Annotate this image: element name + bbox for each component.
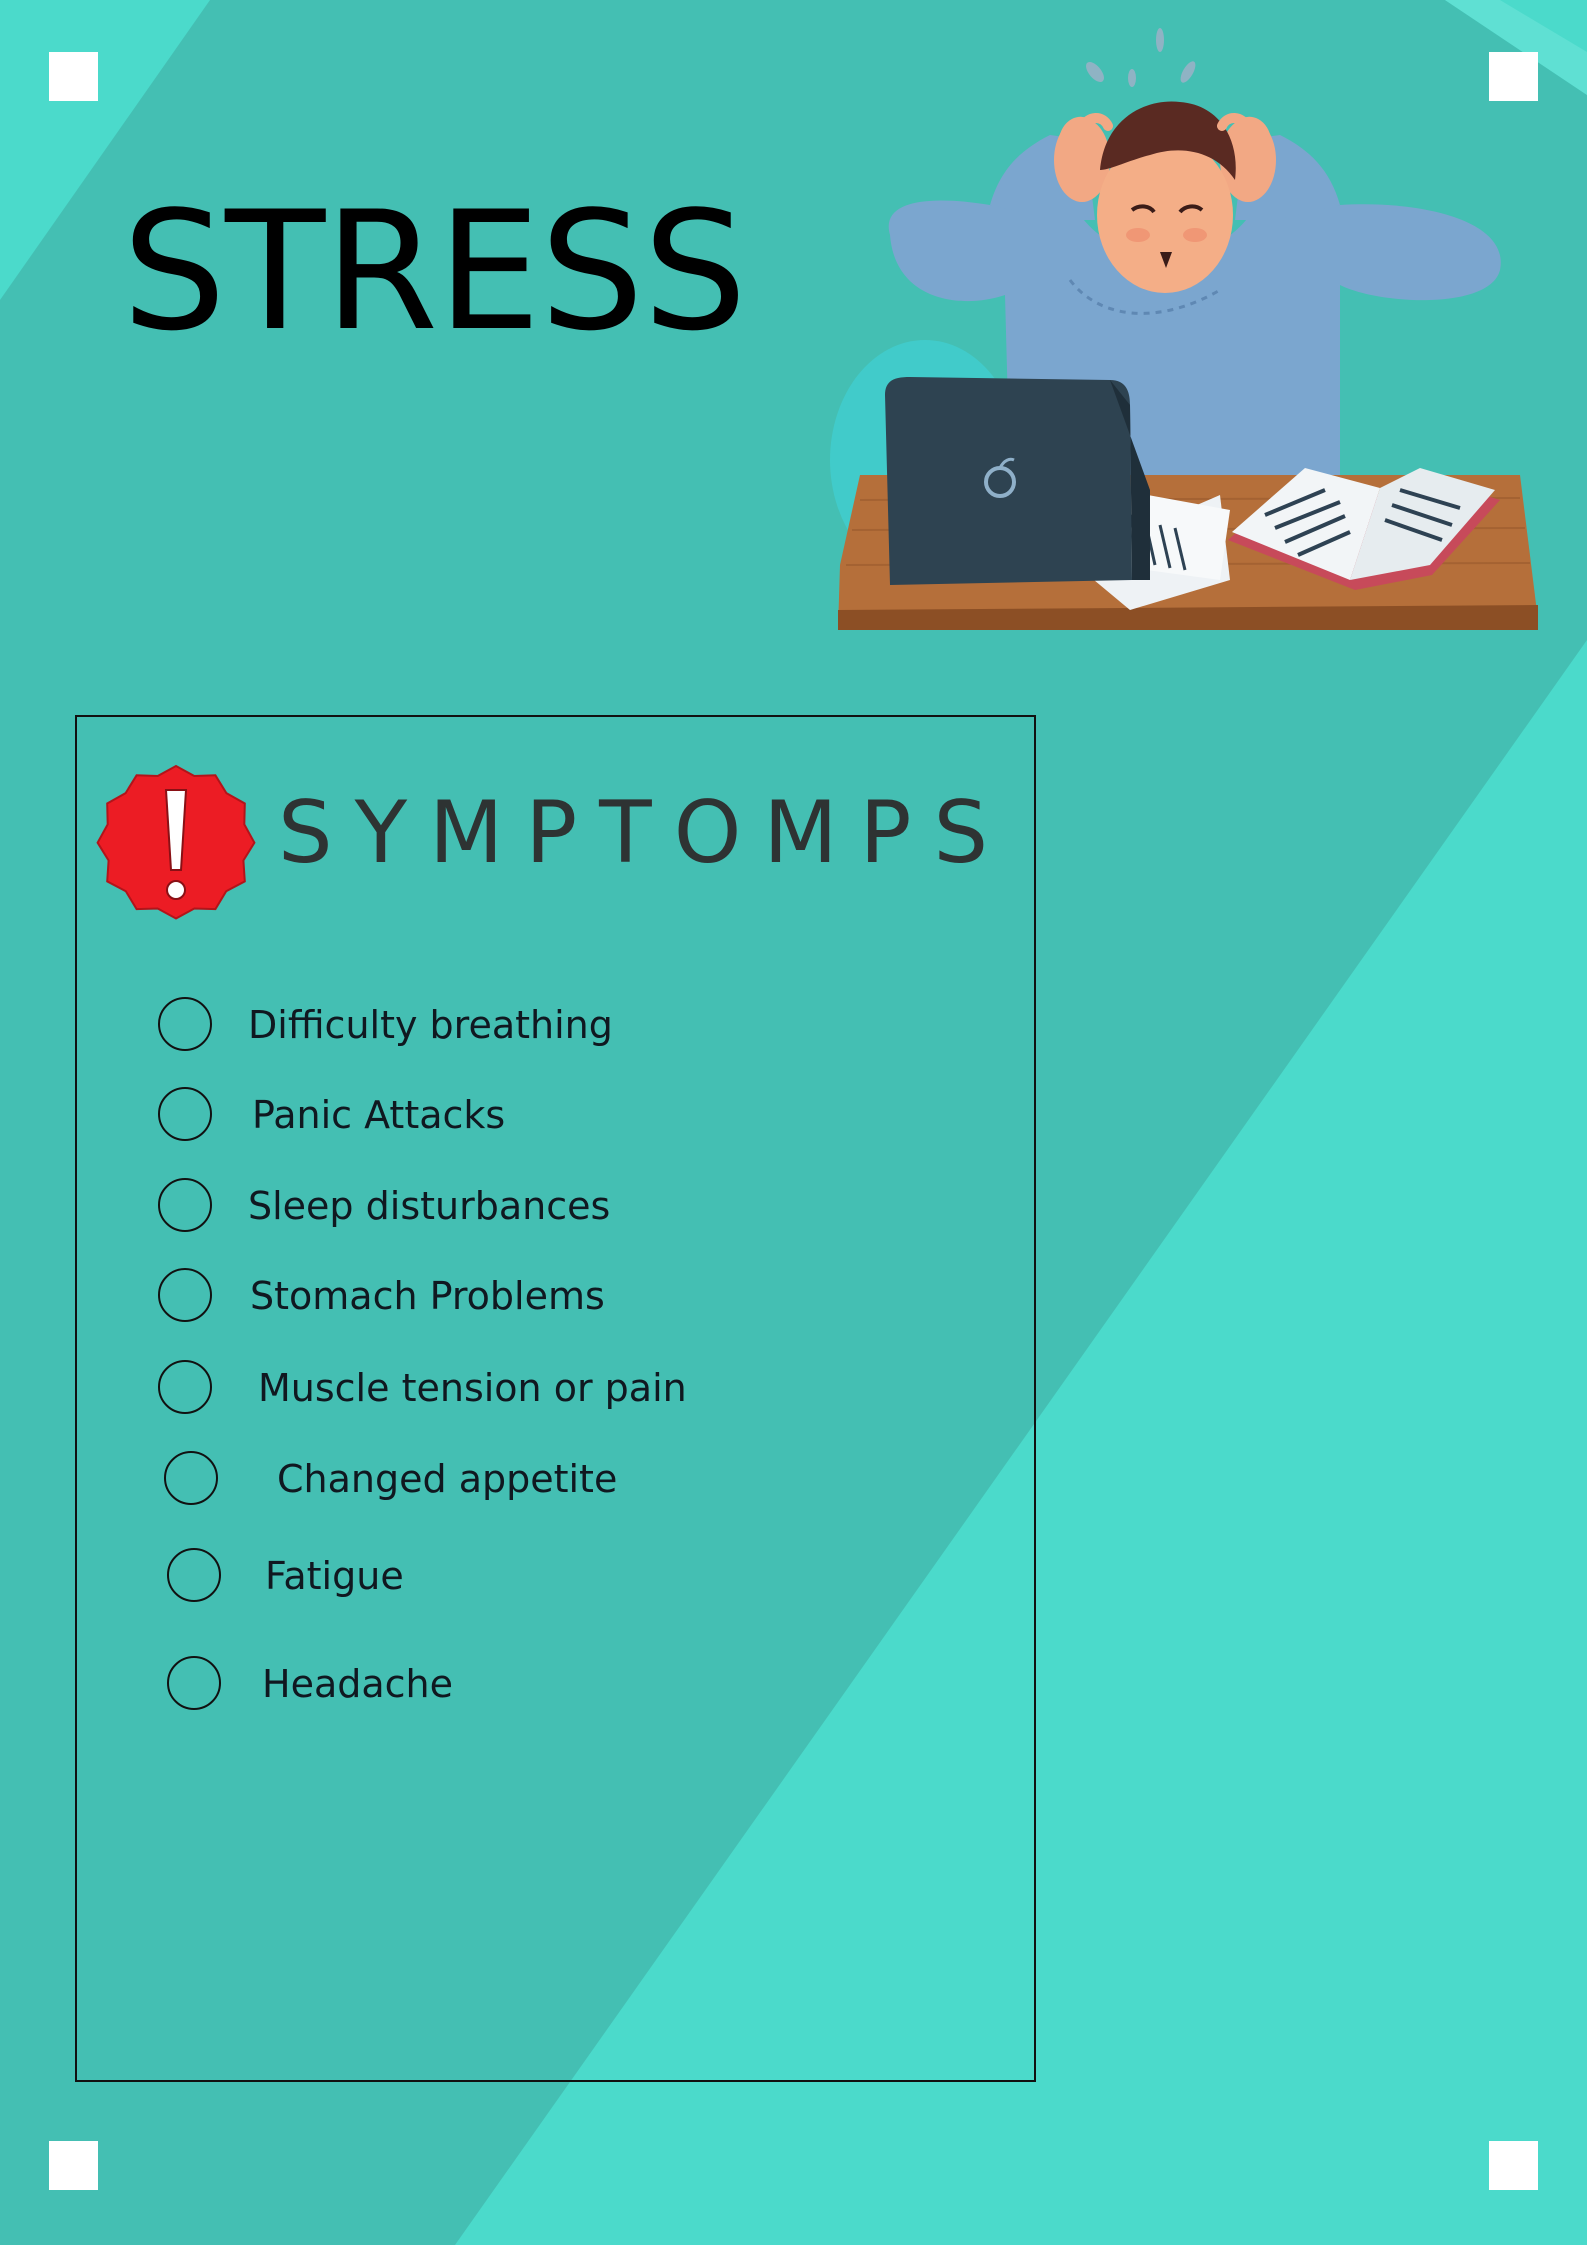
checkbox-circle-icon[interactable] (158, 997, 212, 1051)
checkbox-circle-icon[interactable] (158, 1178, 212, 1232)
corner-marker-bottom-left (49, 2141, 98, 2190)
symptom-label: Panic Attacks (252, 1093, 506, 1137)
corner-marker-top-left (49, 52, 98, 101)
symptom-label: Muscle tension or pain (258, 1366, 687, 1410)
checkbox-circle-icon[interactable] (164, 1451, 218, 1505)
warning-badge-icon (96, 764, 256, 920)
checkbox-circle-icon[interactable] (167, 1548, 221, 1602)
symptom-label: Difficulty breathing (248, 1003, 613, 1047)
symptom-label: Changed appetite (277, 1457, 618, 1501)
checkbox-circle-icon[interactable] (158, 1087, 212, 1141)
corner-marker-bottom-right (1489, 2141, 1538, 2190)
page-title: STRESS (122, 176, 747, 367)
symptom-label: Sleep disturbances (248, 1184, 611, 1228)
checkbox-circle-icon[interactable] (167, 1656, 221, 1710)
symptoms-panel (75, 715, 1036, 2082)
symptoms-heading: SYMPTOMPS (278, 783, 1011, 883)
symptom-label: Headache (262, 1662, 454, 1706)
symptom-label: Fatigue (265, 1554, 404, 1598)
symptom-label: Stomach Problems (250, 1274, 605, 1318)
stressed-student-illustration (830, 28, 1538, 630)
checkbox-circle-icon[interactable] (158, 1360, 212, 1414)
checkbox-circle-icon[interactable] (158, 1268, 212, 1322)
corner-marker-top-right (1489, 52, 1538, 101)
